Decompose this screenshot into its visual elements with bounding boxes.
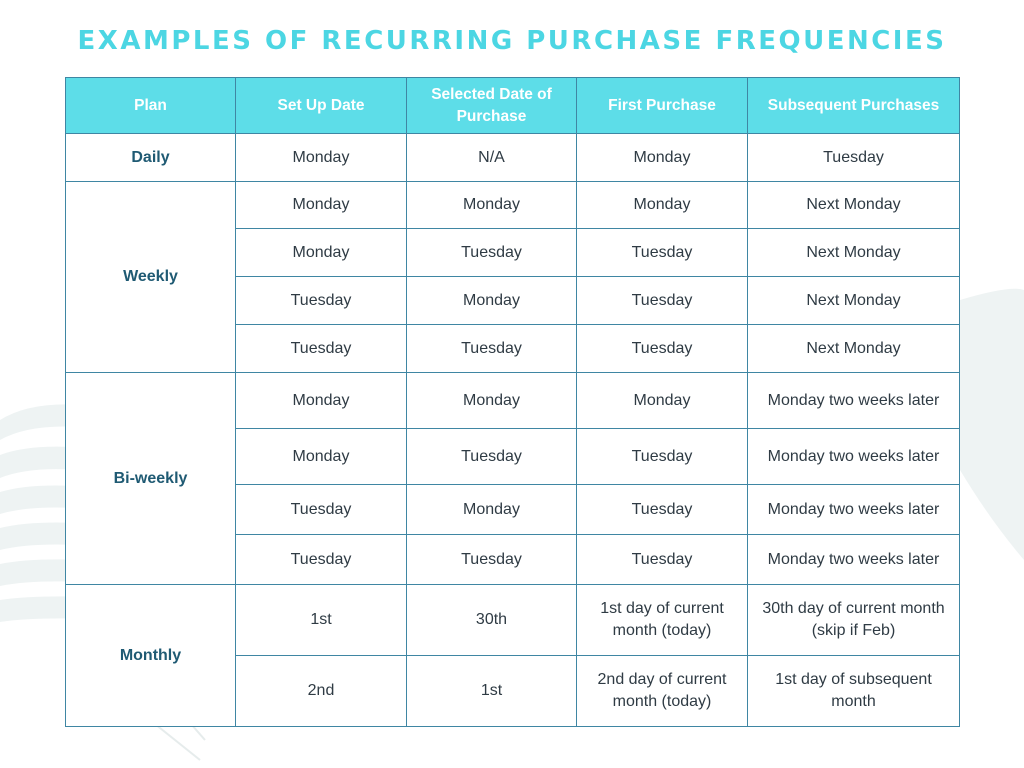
table-cell: Tuesday <box>576 428 748 485</box>
plan-weekly: Weekly <box>65 181 236 373</box>
table-cell: Monday <box>406 484 577 535</box>
plan-bi-weekly: Bi-weekly <box>65 372 236 585</box>
table-cell: 1st day of current month (today) <box>576 584 748 656</box>
table-cell: Tuesday <box>576 324 748 373</box>
table-row: Daily Monday N/A Monday Tuesday <box>65 133 960 182</box>
table-cell: Next Monday <box>747 276 960 325</box>
table-cell: 30th <box>406 584 577 656</box>
table-cell: Tuesday <box>576 228 748 277</box>
plan-monthly: Monthly <box>65 584 236 727</box>
table-row: Weekly Monday Monday Monday Next Monday <box>65 181 960 373</box>
table-cell: Monday two weeks later <box>747 534 960 585</box>
header-set-up-date: Set Up Date <box>235 77 407 134</box>
table-cell: 1st <box>406 655 577 727</box>
table-cell: Tuesday <box>235 324 407 373</box>
header-first-purchase: First Purchase <box>576 77 748 134</box>
table-cell: Next Monday <box>747 181 960 229</box>
table-cell: Monday <box>235 372 407 429</box>
table-cell: 1st day of subsequent month <box>747 655 960 727</box>
table-cell: N/A <box>406 133 577 182</box>
table-row: Bi-weekly Monday Monday Monday Monday tw… <box>65 372 960 585</box>
header-subsequent-purchases: Subsequent Purchases <box>747 77 960 134</box>
table-cell: Tuesday <box>406 534 577 585</box>
table-cell: Next Monday <box>747 324 960 373</box>
table-row: Tuesday Tuesday Tuesday Next Monday <box>66 324 960 373</box>
table-cell: 1st <box>235 584 407 656</box>
plan-daily: Daily <box>65 133 236 182</box>
table-row: Monthly 1st 30th 1st day of current mont… <box>65 584 960 727</box>
table-row: Tuesday Tuesday Tuesday Monday two weeks… <box>66 534 960 585</box>
header-plan: Plan <box>65 77 236 134</box>
table-cell: Monday <box>406 372 577 429</box>
table-cell: 2nd day of current month (today) <box>576 655 748 727</box>
table-cell: Monday <box>235 181 407 229</box>
table-cell: Monday two weeks later <box>747 428 960 485</box>
table-cell: Tuesday <box>576 484 748 535</box>
table-cell: Tuesday <box>235 276 407 325</box>
table-cell: Monday <box>406 276 577 325</box>
header-selected-date: Selected Date of Purchase <box>406 77 577 134</box>
table-cell: Tuesday <box>235 534 407 585</box>
table-cell: Tuesday <box>235 484 407 535</box>
table-cell: Monday <box>576 133 748 182</box>
table-header-row: Plan Set Up Date Selected Date of Purcha… <box>65 77 960 134</box>
table-cell: Monday two weeks later <box>747 372 960 429</box>
table-cell: Monday <box>576 372 748 429</box>
table-cell: Monday <box>235 428 407 485</box>
table-row: Tuesday Monday Tuesday Monday two weeks … <box>66 484 960 535</box>
frequency-table: Plan Set Up Date Selected Date of Purcha… <box>65 77 960 727</box>
table-cell: Tuesday <box>406 324 577 373</box>
table-cell: Tuesday <box>747 133 960 182</box>
table-row: Monday Tuesday Tuesday Monday two weeks … <box>66 428 960 485</box>
table-cell: Tuesday <box>406 228 577 277</box>
table-cell: Tuesday <box>406 428 577 485</box>
table-cell: Monday <box>576 181 748 229</box>
table-cell: Monday <box>235 228 407 277</box>
table-cell: Tuesday <box>576 276 748 325</box>
table-cell: Next Monday <box>747 228 960 277</box>
table-cell: Monday <box>235 133 407 182</box>
table-cell: 2nd <box>235 655 407 727</box>
table-cell: Tuesday <box>576 534 748 585</box>
table-cell: Monday <box>406 181 577 229</box>
table-row: 2nd 1st 2nd day of current month (today)… <box>66 655 960 727</box>
table-cell: Monday two weeks later <box>747 484 960 535</box>
table-cell: 30th day of current month (skip if Feb) <box>747 584 960 656</box>
page-title: EXAMPLES OF RECURRING PURCHASE FREQUENCI… <box>77 26 947 56</box>
